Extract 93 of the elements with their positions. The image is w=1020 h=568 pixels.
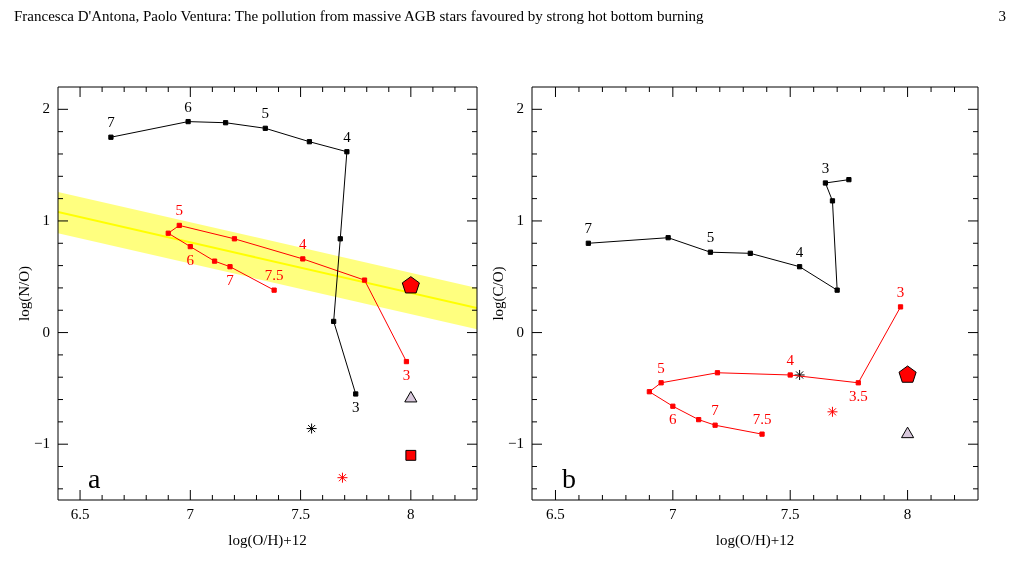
y-tick-label: 0 [42, 323, 50, 340]
point [897, 304, 904, 310]
point [187, 244, 193, 250]
point [176, 222, 182, 229]
y-tick-label: −1 [34, 435, 50, 452]
point [787, 372, 793, 378]
annotation: 5 [657, 359, 665, 376]
x-axis-title: log(O/H)+12 [228, 531, 307, 549]
y-tick-label: 1 [42, 211, 50, 228]
point [306, 423, 318, 435]
point [211, 258, 218, 264]
point [222, 120, 229, 126]
point [165, 230, 171, 236]
annotation: 5 [175, 202, 184, 219]
y-tick-label: 2 [42, 100, 50, 117]
annotation: a [88, 463, 101, 494]
point [834, 287, 840, 293]
annotation: 4 [299, 235, 308, 252]
point [306, 139, 313, 145]
x-axis-title: log(O/H)+12 [715, 531, 795, 549]
annotation: 3 [402, 366, 411, 383]
point [403, 358, 410, 365]
point [707, 249, 714, 255]
point [794, 369, 806, 381]
point [822, 180, 829, 186]
annotation: 7.5 [264, 267, 284, 284]
point [658, 380, 664, 386]
point [696, 417, 702, 423]
x-tick-label: 7.5 [780, 505, 800, 522]
y-axis-title: log(N/O) [15, 266, 33, 321]
point [826, 406, 838, 418]
annotation: 3 [896, 283, 905, 300]
y-axis-title: log(C/O) [489, 266, 507, 321]
point [747, 250, 753, 256]
annotation: 7.5 [752, 411, 772, 428]
annotation: 4 [343, 128, 352, 145]
point [404, 390, 418, 403]
annotation: 3 [821, 159, 830, 176]
x-tick-label: 7 [186, 505, 195, 522]
point [759, 431, 765, 437]
point [901, 426, 915, 439]
annotation: 7 [226, 271, 235, 288]
point [336, 472, 348, 484]
point [898, 365, 917, 383]
point [271, 287, 277, 293]
x-tick-label: 6.5 [546, 505, 565, 522]
chart-title: Francesca D'Antona, Paolo Ventura: The pollution from massive AGB stars favoured by strong hot bottom burning [14, 8, 704, 25]
annotation: 7 [584, 220, 593, 237]
y-tick-label: −1 [508, 435, 524, 452]
x-tick-label: 7 [669, 505, 678, 522]
point [670, 403, 676, 409]
point [855, 380, 861, 386]
point [353, 391, 359, 397]
point [714, 370, 721, 376]
point [405, 449, 417, 461]
point [665, 235, 671, 241]
point [401, 276, 420, 294]
x-tick-label: 6.5 [70, 505, 90, 522]
point [712, 422, 718, 428]
annotation: 5 [706, 229, 715, 246]
y-tick-label: 2 [516, 100, 524, 117]
annotation: 6 [184, 98, 193, 115]
point [300, 256, 306, 262]
point [585, 240, 591, 246]
annotation: 3 [351, 398, 360, 415]
point [829, 198, 836, 204]
point [108, 134, 114, 140]
annotation: 4 [786, 351, 795, 368]
point [846, 177, 852, 183]
y-tick-label: 1 [516, 211, 524, 228]
x-tick-label: 8 [903, 505, 912, 522]
point [344, 149, 350, 155]
annotation: b [562, 463, 576, 494]
point [331, 318, 337, 325]
point [646, 389, 652, 395]
point [796, 264, 803, 270]
point [185, 118, 191, 125]
point [361, 277, 368, 283]
annotation: 4 [795, 243, 804, 260]
annotation: 3.5 [848, 387, 868, 404]
point [262, 125, 268, 131]
x-tick-label: 7.5 [291, 505, 310, 522]
point [231, 236, 238, 242]
point [337, 236, 343, 242]
annotation: 7 [107, 114, 116, 131]
annotation: 6 [186, 251, 195, 268]
annotation: 5 [261, 105, 270, 122]
annotation: 7 [711, 402, 720, 419]
x-tick-label: 8 [407, 505, 415, 522]
annotation: 6 [669, 411, 678, 428]
text: 3 [998, 8, 1006, 25]
point [227, 264, 233, 270]
y-tick-label: 0 [516, 323, 524, 340]
